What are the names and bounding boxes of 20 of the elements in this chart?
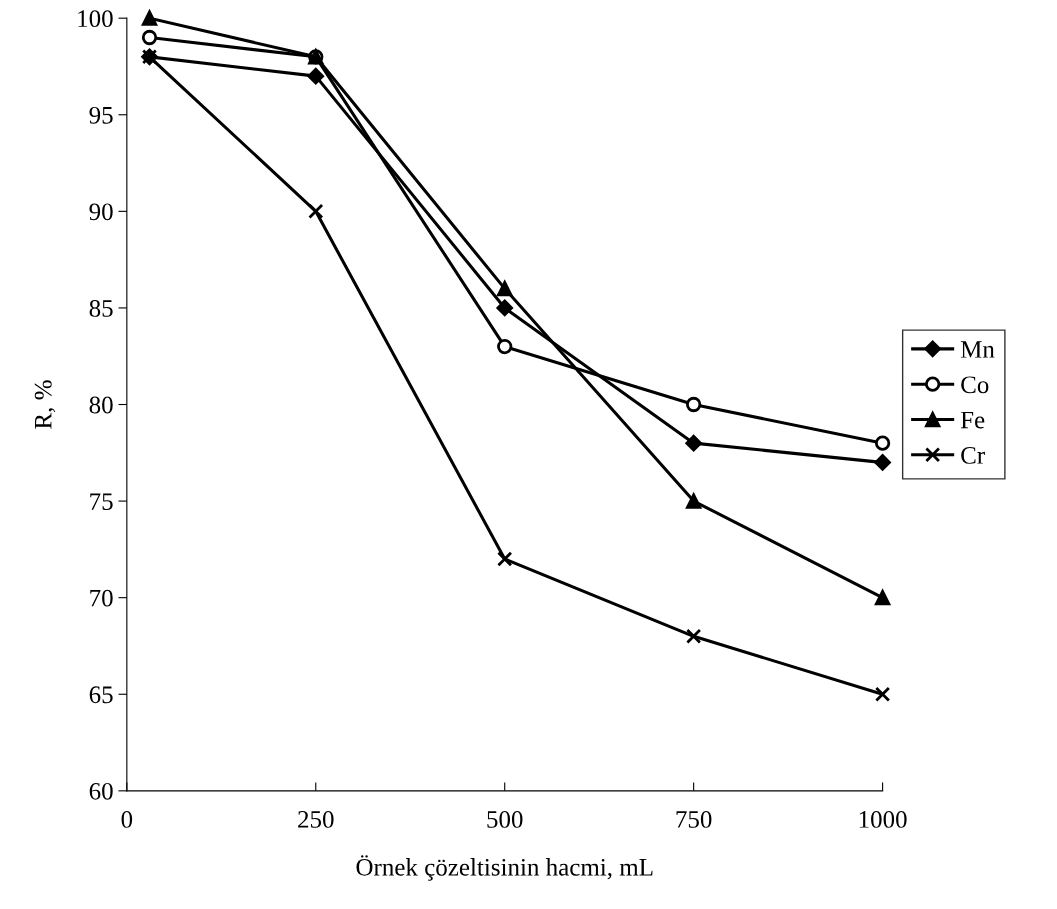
y-axis-title: R, %: [34, 380, 56, 429]
y-tick-label: 75: [90, 493, 113, 511]
y-tick-label: 60: [89, 782, 113, 800]
y-tick-label: 100: [78, 10, 113, 28]
legend-label: Mn: [960, 341, 995, 358]
legend-label: Co: [961, 376, 989, 394]
y-tick-label: 80: [89, 396, 113, 414]
y-tick-label: 90: [89, 203, 113, 221]
y-tick-label: 70: [90, 589, 113, 607]
x-axis-title: Örnek çözeltisinin hacmi, mL: [356, 855, 653, 881]
x-tick-label: 500: [487, 811, 523, 828]
y-tick-label: 85: [89, 299, 113, 317]
x-tick-label: 250: [298, 811, 334, 828]
x-tick-label: 1000: [859, 811, 907, 828]
y-tick-label: 65: [89, 686, 113, 704]
y-tick-label: 95: [89, 106, 113, 124]
x-tick-label: 0: [121, 811, 133, 828]
x-tick-label: 750: [676, 811, 712, 828]
legend-label: Cr: [961, 447, 985, 464]
legend-label: Fe: [960, 411, 985, 429]
